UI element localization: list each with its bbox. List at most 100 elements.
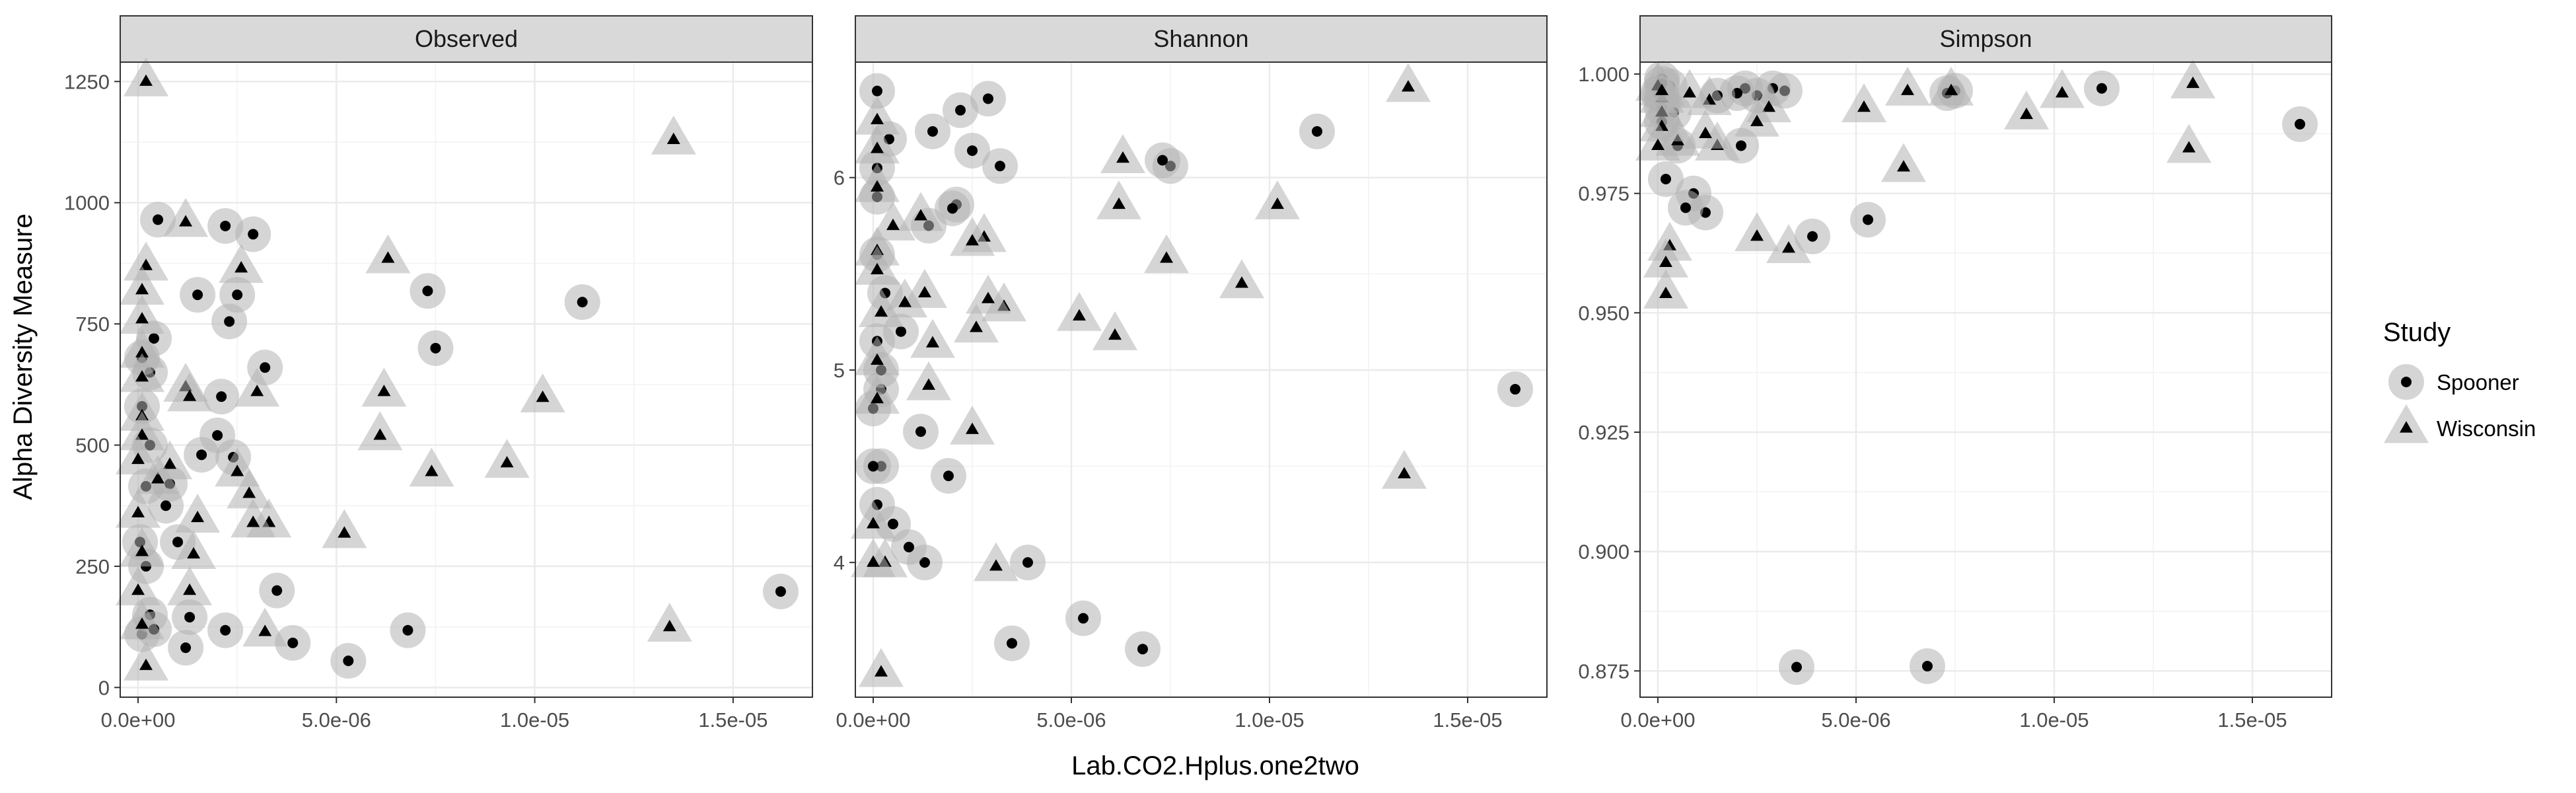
data-point-wisconsin <box>851 500 896 539</box>
data-point-wisconsin <box>1766 224 1811 264</box>
point-core <box>1699 126 1712 138</box>
point-core <box>888 518 898 529</box>
data-point-wisconsin <box>116 566 161 605</box>
data-point-spooner <box>855 448 891 484</box>
point-core <box>1661 174 1671 185</box>
data-point-wisconsin <box>409 447 454 487</box>
data-point-wisconsin <box>859 288 904 327</box>
data-point-spooner <box>203 379 240 415</box>
y-tick-label: 6 <box>834 167 845 190</box>
point-core <box>1922 661 1933 672</box>
point-core <box>183 389 197 401</box>
point-core <box>196 449 207 461</box>
data-point-wisconsin <box>124 641 169 681</box>
data-point-spooner <box>1010 545 1046 581</box>
point-core <box>232 289 243 301</box>
point-core <box>871 262 884 275</box>
data-point-wisconsin <box>120 295 165 334</box>
panel-simpson: Simpson 0.0e+00 5.0e-06 1.0e-05 1.5e-05 0.875… <box>1578 15 2332 732</box>
data-point-wisconsin <box>322 509 367 548</box>
point-core <box>904 541 914 552</box>
point-core <box>871 353 884 365</box>
y-tick-label: 0 <box>98 676 110 699</box>
point-core <box>1655 83 1668 95</box>
point-core <box>2020 107 2033 120</box>
point-core <box>1897 160 1910 172</box>
facet-strip <box>1639 15 2332 63</box>
point-core <box>163 457 177 469</box>
panel-observed: Observed 0.0e+00 5.0e-06 1.0e-05 1.5e-05 0 250… <box>64 15 813 732</box>
point-core <box>258 624 272 636</box>
legend-entries: Spooner Wisconsin <box>2384 364 2536 443</box>
data-point-spooner <box>207 208 244 244</box>
data-point-wisconsin <box>1881 143 1926 182</box>
data-point-wisconsin <box>167 372 213 412</box>
legend-key-core <box>2400 421 2413 433</box>
point-core <box>1659 255 1672 268</box>
facet-strip <box>855 15 1548 63</box>
panel-border <box>120 61 813 698</box>
point-core <box>1762 100 1775 112</box>
point-core <box>1750 114 1764 126</box>
data-point-spooner <box>762 574 799 610</box>
point-core <box>135 370 149 382</box>
data-point-wisconsin <box>1929 66 1974 106</box>
data-point-wisconsin <box>871 202 915 241</box>
point-core <box>135 346 149 358</box>
point-core <box>343 655 354 666</box>
data-point-wisconsin <box>219 244 264 283</box>
data-point-wisconsin <box>1643 238 1688 278</box>
point-core <box>872 85 882 96</box>
legend-item-wisconsin: Wisconsin <box>2384 404 2536 443</box>
point-core <box>187 547 201 559</box>
point-core <box>871 112 884 124</box>
point-core <box>1791 661 1802 673</box>
data-point-wisconsin <box>2004 90 2049 130</box>
point-core <box>242 486 256 498</box>
y-tick-label: 0.950 <box>1578 301 1629 324</box>
legend-label: Spooner <box>2437 370 2519 395</box>
point-core <box>234 261 248 273</box>
facet-strip-label: Simpson <box>1939 25 2032 52</box>
point-core <box>377 385 391 397</box>
data-point-wisconsin <box>1735 97 1779 137</box>
point-core <box>1659 286 1672 299</box>
point-core <box>287 637 299 648</box>
data-point-wisconsin <box>1096 180 1141 219</box>
point-core <box>955 104 966 116</box>
data-point-wisconsin <box>859 648 904 687</box>
point-core <box>1112 197 1126 209</box>
data-point-wisconsin <box>954 303 999 343</box>
data-point-spooner <box>417 330 454 366</box>
y-tick-label: 0.900 <box>1578 541 1629 564</box>
point-core <box>1235 276 1248 288</box>
data-point-wisconsin <box>1683 109 1728 149</box>
point-core <box>966 234 979 246</box>
y-axis-title: Alpha Diversity Measure <box>9 213 38 500</box>
data-point-spooner <box>2084 70 2120 106</box>
point-core <box>914 209 927 221</box>
point-core <box>153 214 164 225</box>
point-core <box>919 557 930 568</box>
point-core <box>131 452 145 465</box>
data-point-wisconsin <box>484 439 530 478</box>
data-point-spooner <box>207 612 244 648</box>
point-core <box>989 559 1003 571</box>
data-point-spooner <box>982 148 1018 184</box>
point-core <box>1157 155 1168 166</box>
point-core <box>967 145 978 156</box>
data-point-spooner <box>1779 649 1814 685</box>
point-core <box>1078 613 1089 624</box>
data-point-wisconsin <box>966 274 1011 314</box>
point-core <box>2056 86 2069 98</box>
point-core <box>338 526 351 538</box>
x-tick-label: 1.0e-05 <box>500 708 569 732</box>
point-core <box>1736 140 1746 151</box>
point-core <box>871 391 884 404</box>
point-core <box>867 517 880 529</box>
data-point-wisconsin <box>1219 259 1264 299</box>
point-core <box>180 642 192 654</box>
data-point-spooner <box>275 624 311 661</box>
data-point-wisconsin <box>242 607 288 647</box>
data-point-wisconsin <box>116 435 161 474</box>
